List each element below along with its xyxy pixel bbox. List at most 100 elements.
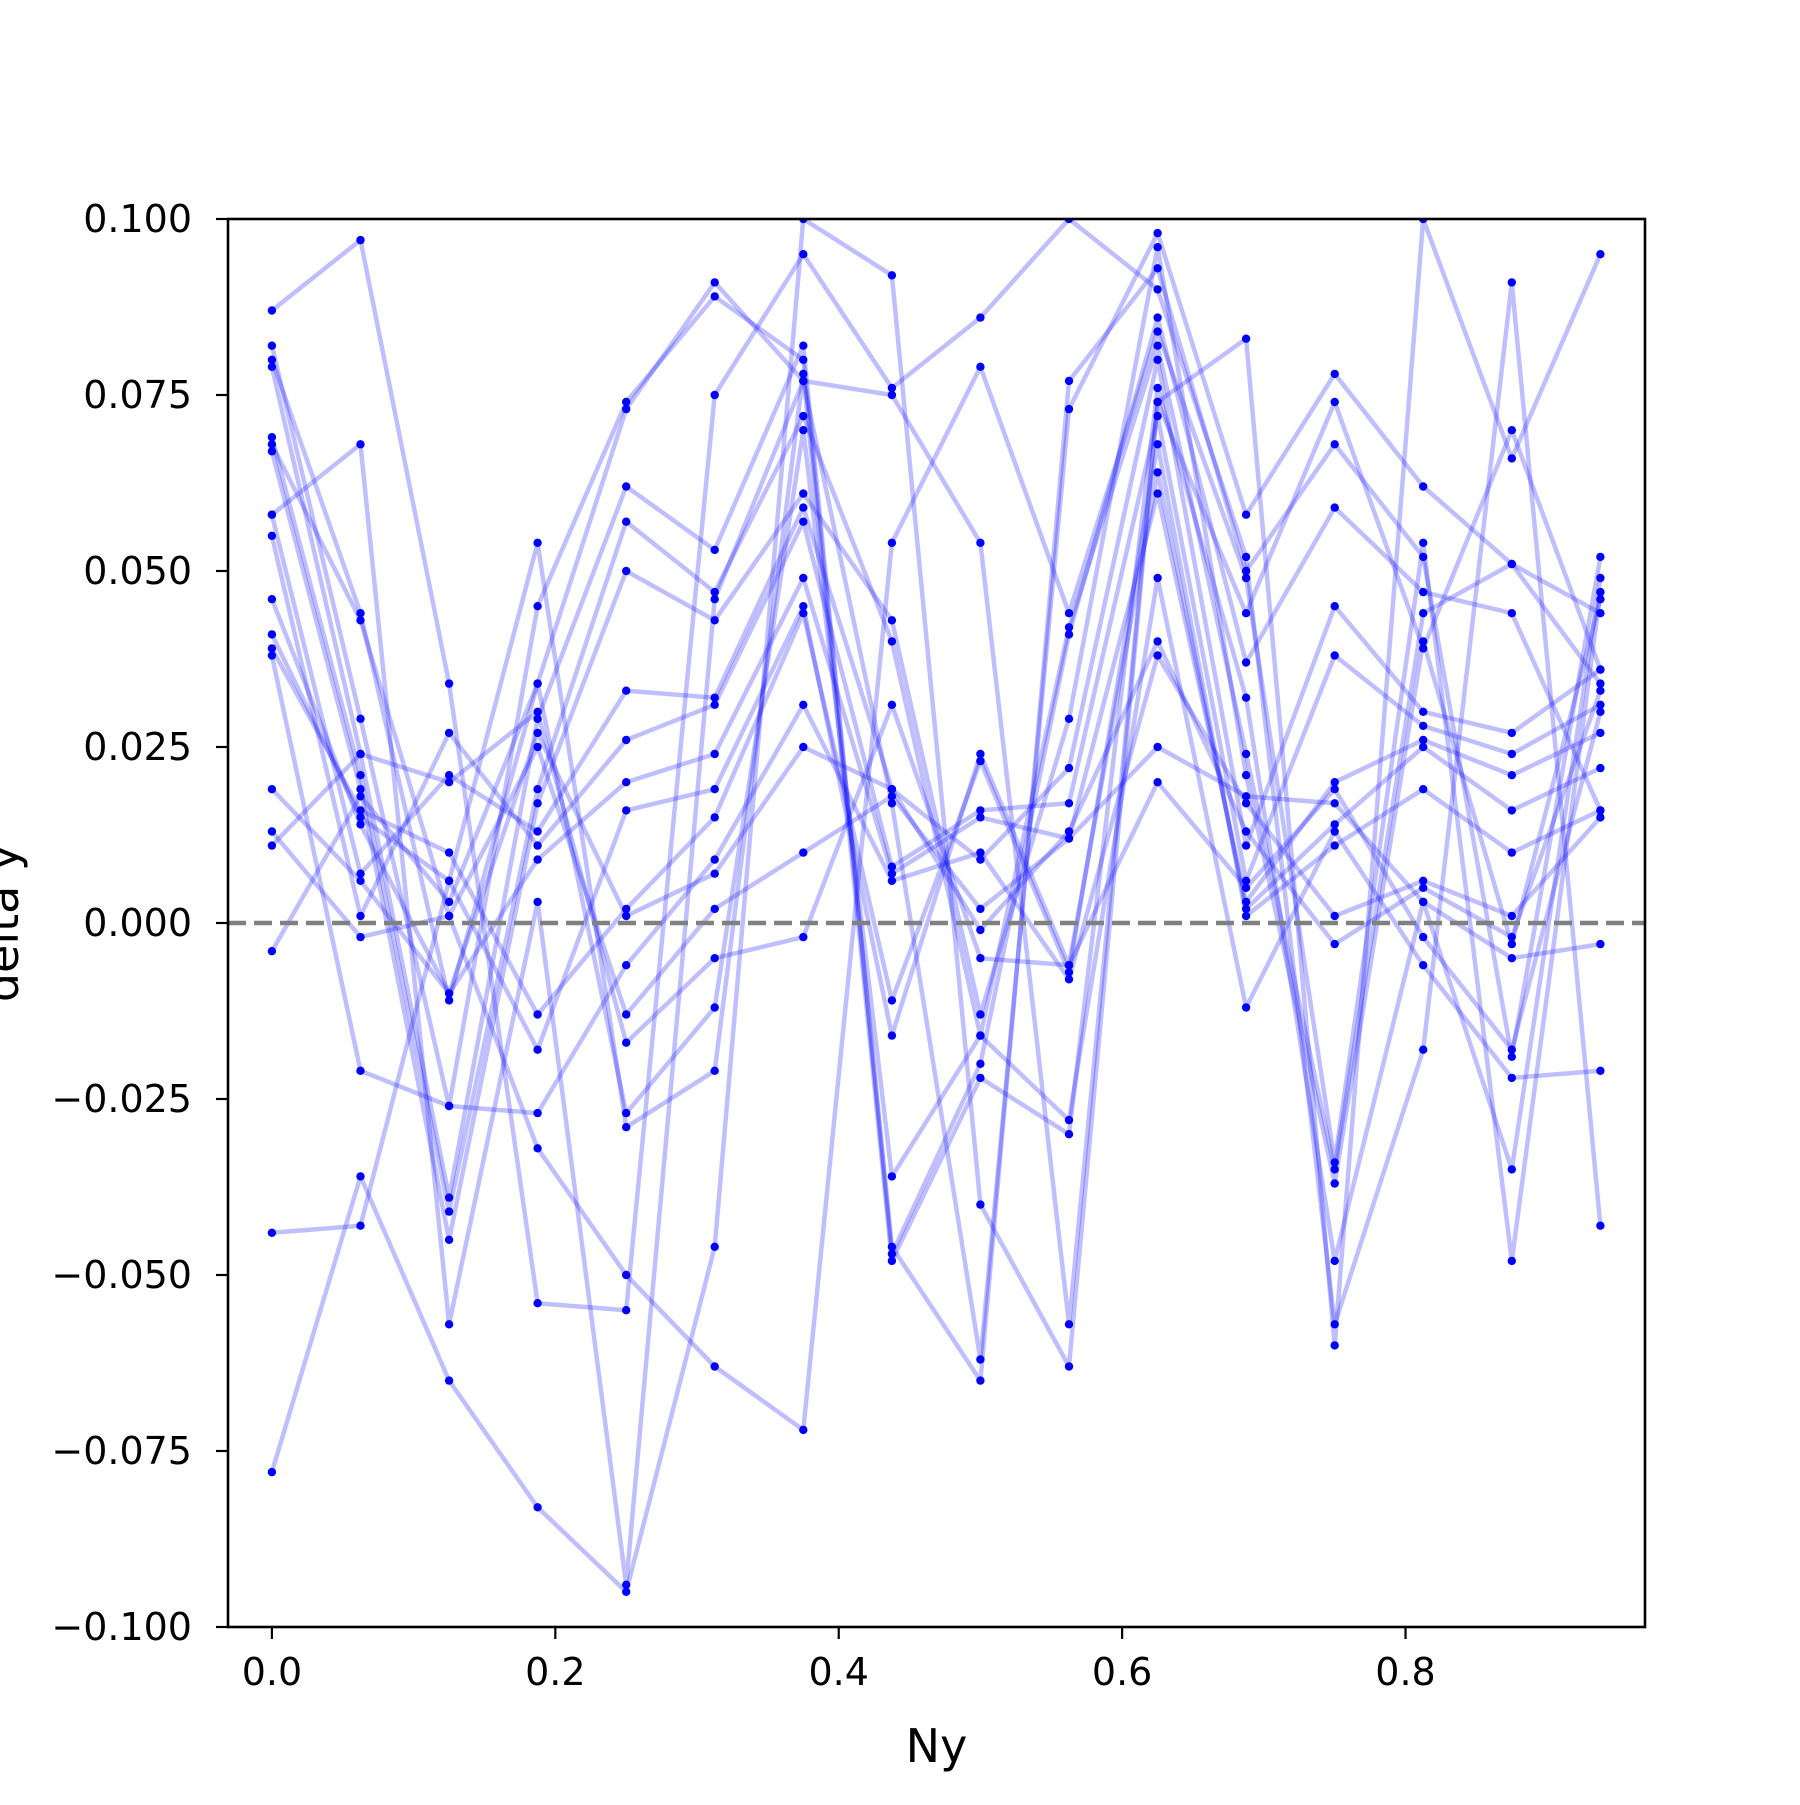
data-point	[1241, 771, 1251, 780]
data-point	[622, 1270, 631, 1280]
data-point	[1596, 573, 1605, 583]
data-point	[1064, 763, 1074, 773]
data-point	[887, 1031, 897, 1040]
data-point	[1419, 932, 1428, 942]
data-point	[1064, 975, 1074, 984]
data-point	[1241, 749, 1251, 759]
data-point	[1596, 700, 1605, 709]
data-point	[533, 855, 542, 864]
data-point	[622, 1038, 631, 1047]
data-point	[1241, 573, 1251, 583]
x-axis-label: Ny	[906, 1719, 968, 1773]
data-point	[356, 785, 365, 794]
data-point	[1241, 609, 1251, 618]
data-point	[710, 700, 719, 709]
data-point	[1330, 1341, 1339, 1350]
data-point	[1507, 749, 1517, 759]
data-point	[799, 602, 808, 611]
data-point	[622, 904, 631, 914]
y-tick-label: 0.050	[83, 549, 192, 593]
data-point	[1419, 552, 1428, 562]
data-point	[1596, 728, 1605, 738]
data-point	[444, 1235, 454, 1245]
data-point	[356, 806, 365, 815]
x-tick-label: 0.8	[1375, 1650, 1435, 1694]
data-point	[710, 1003, 719, 1012]
data-point	[1241, 883, 1251, 892]
data-point	[1507, 1256, 1517, 1266]
data-point	[887, 792, 897, 801]
data-point	[622, 404, 631, 414]
y-tick-label: −0.025	[51, 1077, 192, 1121]
data-point	[1330, 841, 1339, 850]
data-point	[1419, 721, 1428, 731]
data-point	[710, 292, 719, 301]
data-point	[1153, 383, 1162, 393]
data-point	[267, 651, 277, 660]
data-point	[1064, 1362, 1074, 1371]
data-point	[1064, 1115, 1074, 1125]
data-point	[1507, 911, 1517, 921]
data-point	[1507, 939, 1517, 949]
data-point	[887, 862, 897, 871]
data-point	[356, 820, 365, 829]
axis-labels: Ny delta y	[0, 844, 967, 1773]
data-point	[1507, 1052, 1517, 1062]
series-line-13	[270, 744, 1601, 1017]
data-point	[976, 848, 985, 857]
series-line-18	[270, 219, 1603, 1327]
data-point	[1330, 820, 1339, 829]
data-point	[887, 876, 897, 885]
data-point	[887, 700, 897, 709]
series-line-19	[269, 329, 1603, 1433]
data-point	[1064, 968, 1074, 977]
data-point	[533, 707, 542, 716]
data-point	[356, 616, 365, 625]
data-point	[356, 792, 365, 801]
x-tick-label: 0.4	[809, 1650, 869, 1694]
data-point	[444, 996, 454, 1005]
series-line-8	[269, 491, 1602, 996]
data-point	[267, 355, 277, 364]
data-point	[533, 742, 542, 752]
data-point	[710, 785, 719, 794]
data-point	[1153, 243, 1162, 252]
data-point	[533, 602, 542, 611]
data-point	[710, 545, 719, 555]
data-point	[1419, 883, 1428, 892]
data-point	[1153, 573, 1162, 583]
data-point	[267, 1228, 277, 1238]
y-tick-label: 0.000	[83, 901, 192, 945]
data-point	[1596, 806, 1605, 815]
data-point	[267, 644, 277, 653]
data-point	[1507, 848, 1517, 857]
data-point	[976, 1031, 985, 1040]
series-line-7	[269, 413, 1602, 919]
data-point	[1064, 714, 1074, 723]
data-point	[533, 679, 542, 688]
data-point	[1596, 250, 1605, 259]
data-point	[444, 728, 454, 738]
data-point	[1241, 876, 1251, 885]
data-point	[1241, 897, 1251, 907]
data-point	[1241, 693, 1251, 702]
data-point	[976, 1200, 985, 1209]
data-point	[1507, 954, 1517, 963]
data-point	[444, 778, 454, 787]
data-point	[356, 749, 365, 759]
data-point	[976, 813, 985, 822]
data-point	[1064, 1320, 1074, 1329]
data-point	[887, 616, 897, 625]
data-point	[799, 355, 808, 364]
data-point	[1596, 763, 1605, 773]
data-point	[1507, 771, 1517, 780]
data-point	[533, 728, 542, 738]
data-point	[1419, 637, 1428, 646]
axes: 0.0 0.2 0.4 0.6 0.8 −0.100 −0.075 −0.050 −0.025 0…	[51, 197, 1647, 1694]
data-point	[1596, 707, 1605, 716]
data-point	[710, 587, 719, 597]
data-point	[710, 278, 719, 287]
data-point	[1507, 278, 1517, 287]
data-point	[976, 1059, 985, 1069]
data-point	[267, 341, 277, 350]
